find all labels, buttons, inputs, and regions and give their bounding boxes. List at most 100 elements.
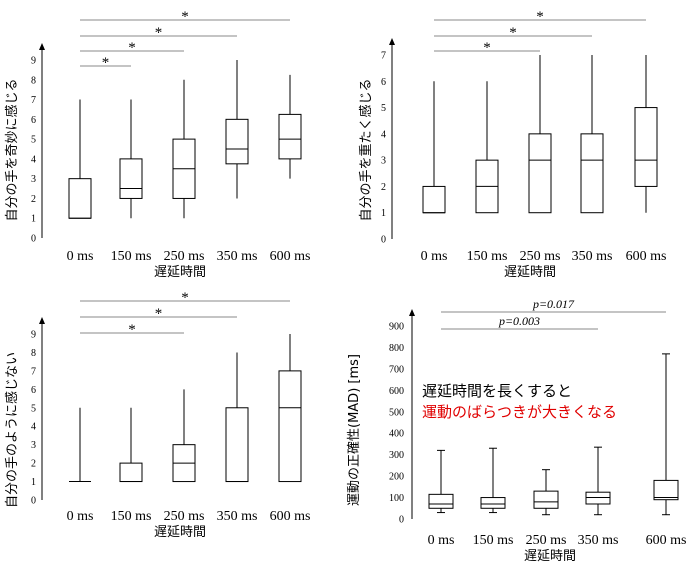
chart-3-x-tick-label: 250 ms (164, 509, 205, 524)
chart-2-y-tick-label: 7 (381, 51, 386, 62)
chart-3-y-tick-label: 1 (31, 477, 36, 488)
chart-3-y-label: 自分の手のように感じない (4, 352, 20, 508)
chart-2-box-1-iqr (422, 185, 446, 214)
chart-3-y-tick-label: 8 (31, 348, 36, 359)
chart-4-comparison-label: p=0.003 (498, 314, 540, 328)
chart-3-y-tick-label: 9 (31, 330, 36, 341)
chart-3-x-tick-label: 0 ms (67, 509, 94, 524)
chart-1-x-tick-label: 350 ms (217, 249, 258, 264)
chart-3-y-axis-arrow (39, 317, 45, 324)
chart-3-box-5-iqr (278, 370, 302, 483)
chart-2-x-tick-label: 250 ms (520, 249, 561, 264)
chart-3-comparison-label: * (181, 290, 189, 306)
chart-1-box-1-iqr (68, 178, 92, 219)
chart-4-annotation-line: 運動のばらつきが大きくなる (422, 403, 617, 421)
chart-1-y-tick-label: 5 (31, 135, 36, 146)
chart-1-comparison-label: * (102, 55, 110, 71)
chart-2-x-tick-label: 0 ms (421, 249, 448, 264)
chart-4-y-tick-label: 300 (389, 450, 404, 461)
chart-4-x-tick-label: 600 ms (646, 533, 687, 548)
chart-3-box-4-iqr (225, 407, 249, 483)
chart-2-comparison-label: * (509, 25, 517, 41)
chart-4-y-tick-label: 800 (389, 343, 404, 354)
chart-4-box-4-iqr (585, 491, 611, 505)
chart-1-comparison-label: * (155, 25, 163, 41)
chart-2-x-tick-label: 350 ms (572, 249, 613, 264)
chart-2-box-3-iqr (528, 133, 552, 214)
chart-1-y-tick-label: 9 (31, 56, 36, 67)
chart-2-comparison-label: * (536, 9, 544, 25)
chart-4-y-tick-label: 400 (389, 429, 404, 440)
chart-4-x-tick-label: 250 ms (526, 533, 567, 548)
chart-3-x-tick-label: 350 ms (217, 509, 258, 524)
chart-3-box-2-iqr (119, 462, 143, 483)
chart-3-y-tick-label: 3 (31, 440, 36, 451)
chart-3-y-tick-label: 4 (31, 422, 36, 433)
chart-1-y-tick-label: 1 (31, 214, 36, 225)
chart-2-x-tick-label: 600 ms (626, 249, 667, 264)
chart-1-y-label: 自分の手を奇妙に感じる (4, 78, 20, 221)
chart-2-comparison-label: * (483, 40, 491, 56)
chart-2-box-5-iqr (634, 107, 658, 187)
chart-1-box-2-iqr (119, 158, 143, 199)
chart-2-y-tick-label: 6 (381, 77, 386, 88)
chart-4-y-label: 運動の正確性(MAD) [ms] (346, 354, 362, 506)
chart-1-comparison-label: * (181, 9, 189, 25)
chart-2-y-axis-arrow (389, 38, 395, 45)
chart-3-y-tick-label: 6 (31, 385, 36, 396)
chart-1-comparison-label: * (128, 40, 136, 56)
chart-3-comparison-label: * (128, 322, 136, 338)
chart-2-y-tick-label: 2 (381, 182, 386, 193)
chart-1-box-4-iqr (225, 118, 249, 165)
chart-1-y-tick-label: 4 (31, 154, 36, 165)
chart-1-x-tick-label: 600 ms (270, 249, 311, 264)
chart-4-y-tick-label: 600 (389, 386, 404, 397)
chart-4-x-tick-label: 0 ms (428, 533, 455, 548)
chart-2-x-tick-label: 150 ms (467, 249, 508, 264)
chart-3-x-tick-label: 150 ms (111, 509, 152, 524)
chart-4-y-tick-label: 200 (389, 472, 404, 483)
chart-3-x-tick-label: 600 ms (270, 509, 311, 524)
chart-2-y-tick-label: 4 (381, 129, 386, 140)
chart-1-y-axis-arrow (39, 43, 45, 50)
chart-3-y-tick-label: 7 (31, 366, 36, 377)
chart-1-y-tick-label: 0 (31, 234, 36, 245)
chart-1-y-tick-label: 8 (31, 75, 36, 86)
chart-4-y-axis-arrow (409, 309, 415, 316)
chart-4-annotation-line: 遅延時間を長くすると (422, 382, 572, 400)
chart-3-y-tick-label: 5 (31, 403, 36, 414)
chart-4-x-label: 遅延時間 (524, 549, 576, 564)
chart-4-y-tick-label: 900 (389, 322, 404, 333)
chart-1-x-tick-label: 150 ms (111, 249, 152, 264)
chart-4-box-3-iqr (533, 490, 559, 509)
chart-1-x-tick-label: 0 ms (67, 249, 94, 264)
chart-2-box-4-iqr (580, 133, 604, 214)
chart-1-x-tick-label: 250 ms (164, 249, 205, 264)
chart-4-y-tick-label: 700 (389, 364, 404, 375)
chart-3-y-tick-label: 0 (31, 496, 36, 507)
chart-3-comparison-label: * (155, 306, 163, 322)
chart-4-y-tick-label: 0 (399, 515, 404, 526)
chart-1-y-tick-label: 2 (31, 194, 36, 205)
chart-4-y-tick-label: 500 (389, 407, 404, 418)
chart-2-y-tick-label: 0 (381, 235, 386, 246)
chart-4-box-1-iqr (428, 493, 454, 509)
chart-2-y-tick-label: 3 (381, 156, 386, 167)
chart-1-y-tick-label: 6 (31, 115, 36, 126)
chart-2-x-label: 遅延時間 (504, 265, 556, 280)
chart-1-x-label: 遅延時間 (154, 265, 206, 280)
chart-4-box-2-iqr (480, 497, 506, 509)
chart-2-y-label: 自分の手を重たく感じる (358, 78, 374, 221)
chart-2-y-tick-label: 5 (381, 103, 386, 114)
chart-1-box-5-iqr (278, 113, 302, 160)
chart-4-comparison-label: p=0.017 (532, 297, 575, 311)
chart-4-x-tick-label: 350 ms (578, 533, 619, 548)
chart-1-y-tick-label: 3 (31, 174, 36, 185)
chart-4-box-5-iqr (653, 479, 679, 501)
chart-1-y-tick-label: 7 (31, 95, 36, 106)
chart-4-y-tick-label: 100 (389, 493, 404, 504)
chart-2-y-tick-label: 1 (381, 208, 386, 219)
chart-3-x-label: 遅延時間 (154, 525, 206, 540)
chart-4-x-tick-label: 150 ms (473, 533, 514, 548)
